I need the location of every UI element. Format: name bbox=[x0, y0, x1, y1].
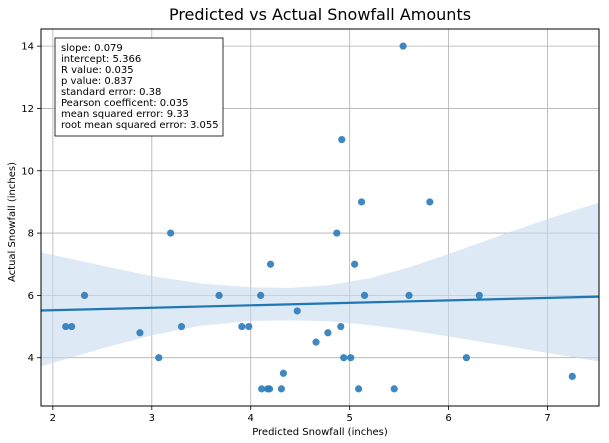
stats-slope: slope: 0.079 bbox=[61, 43, 123, 54]
data-point bbox=[338, 136, 346, 144]
x-tick-label: 5 bbox=[346, 413, 352, 424]
data-point bbox=[80, 291, 89, 299]
y-tick-label: 4 bbox=[28, 353, 34, 364]
stats-r-value: R value: 0.035 bbox=[61, 65, 134, 76]
plot-frame bbox=[40, 28, 600, 407]
data-point bbox=[360, 291, 369, 299]
y-tick-label: 10 bbox=[21, 166, 34, 177]
stats-box-frame bbox=[54, 37, 224, 137]
data-point bbox=[312, 338, 320, 346]
data-point bbox=[390, 385, 398, 393]
x-axis-ticks: 2 3 4 5 6 7 bbox=[50, 406, 551, 424]
regression-line bbox=[40, 295, 600, 312]
y-axis-label: Actual Snowfall (inches) bbox=[7, 162, 18, 282]
data-point bbox=[177, 322, 186, 331]
data-point bbox=[215, 291, 223, 299]
data-point bbox=[277, 385, 286, 393]
chart-title: Predicted vs Actual Snowfall Amounts bbox=[169, 5, 471, 24]
data-point bbox=[357, 198, 366, 206]
data-point bbox=[62, 322, 70, 331]
data-point bbox=[347, 354, 355, 362]
data-point bbox=[136, 329, 144, 337]
y-tick-label: 12 bbox=[21, 104, 34, 115]
data-point bbox=[258, 385, 266, 393]
y-tick-label: 8 bbox=[28, 229, 34, 240]
data-point bbox=[324, 329, 332, 337]
data-point bbox=[340, 354, 348, 362]
x-tick-label: 4 bbox=[248, 413, 254, 424]
y-axis-ticks: 4 6 8 10 12 14 bbox=[21, 42, 41, 364]
scatter-points bbox=[62, 42, 576, 393]
data-point bbox=[155, 354, 163, 362]
stats-box: slope: 0.079 intercept: 5.366 R value: 0… bbox=[54, 37, 224, 137]
data-point bbox=[266, 260, 275, 268]
x-tick-label: 3 bbox=[149, 413, 155, 424]
data-point bbox=[279, 369, 287, 377]
x-tick-label: 2 bbox=[50, 413, 56, 424]
data-point bbox=[293, 307, 301, 315]
stats-mean-squared-error: mean squared error: 9.33 bbox=[61, 109, 189, 120]
stats-intercept: intercept: 5.366 bbox=[61, 54, 141, 65]
data-point bbox=[238, 322, 246, 331]
data-point bbox=[399, 42, 407, 50]
data-point bbox=[167, 229, 175, 237]
y-tick-label: 14 bbox=[21, 42, 34, 53]
data-point bbox=[351, 260, 359, 268]
data-point bbox=[337, 322, 345, 331]
data-point bbox=[462, 354, 471, 362]
data-point bbox=[426, 198, 434, 206]
data-point bbox=[568, 372, 576, 381]
stats-p-value: p value: 0.837 bbox=[61, 76, 133, 87]
data-point bbox=[257, 291, 265, 299]
stats-standard-error: standard error: 0.38 bbox=[61, 87, 161, 98]
x-tick-label: 7 bbox=[544, 413, 550, 424]
stats-pearson-coefficient: Pearson coefficent: 0.035 bbox=[61, 98, 188, 109]
data-point bbox=[68, 322, 76, 331]
data-point bbox=[405, 291, 413, 299]
data-point bbox=[333, 229, 341, 237]
data-point bbox=[475, 291, 483, 299]
data-point bbox=[245, 322, 253, 331]
x-axis-label: Predicted Snowfall (inches) bbox=[252, 427, 388, 438]
y-tick-label: 6 bbox=[28, 291, 34, 302]
x-tick-label: 6 bbox=[445, 413, 451, 424]
data-point bbox=[354, 385, 363, 393]
stats-root-mean-squared-error: root mean squared error: 3.055 bbox=[61, 120, 219, 131]
data-point bbox=[265, 385, 274, 393]
